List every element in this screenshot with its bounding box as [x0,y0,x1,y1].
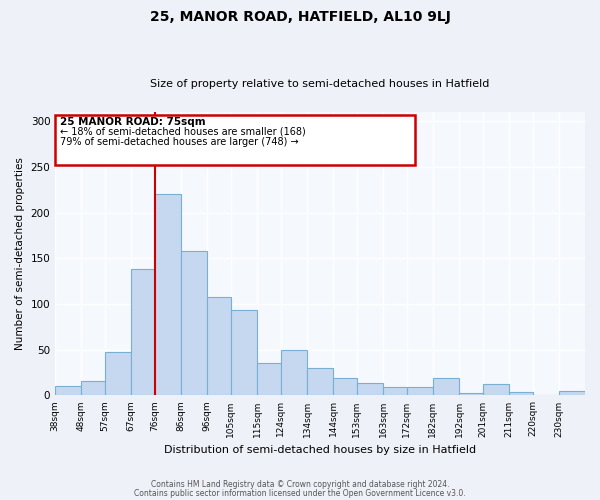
Bar [281,350,307,396]
Bar [433,378,459,396]
X-axis label: Distribution of semi-detached houses by size in Hatfield: Distribution of semi-detached houses by … [164,445,476,455]
Bar [483,384,509,396]
Title: Size of property relative to semi-detached houses in Hatfield: Size of property relative to semi-detach… [151,79,490,89]
Bar [533,394,559,396]
Text: 25 MANOR ROAD: 75sqm: 25 MANOR ROAD: 75sqm [61,116,206,126]
Bar [181,251,207,396]
Bar [559,391,585,396]
Bar [131,270,155,396]
Bar [459,392,483,396]
Text: ← 18% of semi-detached houses are smaller (168): ← 18% of semi-detached houses are smalle… [61,126,306,136]
Text: 79% of semi-detached houses are larger (748) →: 79% of semi-detached houses are larger (… [61,136,299,146]
Bar [357,382,383,396]
Text: 25, MANOR ROAD, HATFIELD, AL10 9LJ: 25, MANOR ROAD, HATFIELD, AL10 9LJ [149,10,451,24]
Bar [55,386,82,396]
Text: Contains HM Land Registry data © Crown copyright and database right 2024.: Contains HM Land Registry data © Crown c… [151,480,449,489]
Bar [105,352,131,396]
Bar [257,364,281,396]
FancyBboxPatch shape [55,114,415,165]
Text: Contains public sector information licensed under the Open Government Licence v3: Contains public sector information licen… [134,488,466,498]
Bar [509,392,533,396]
Bar [207,296,231,396]
Bar [82,381,105,396]
Bar [307,368,333,396]
Bar [333,378,357,396]
Bar [231,310,257,396]
Bar [407,387,433,396]
Bar [383,387,407,396]
Y-axis label: Number of semi-detached properties: Number of semi-detached properties [15,158,25,350]
Bar [155,194,181,396]
